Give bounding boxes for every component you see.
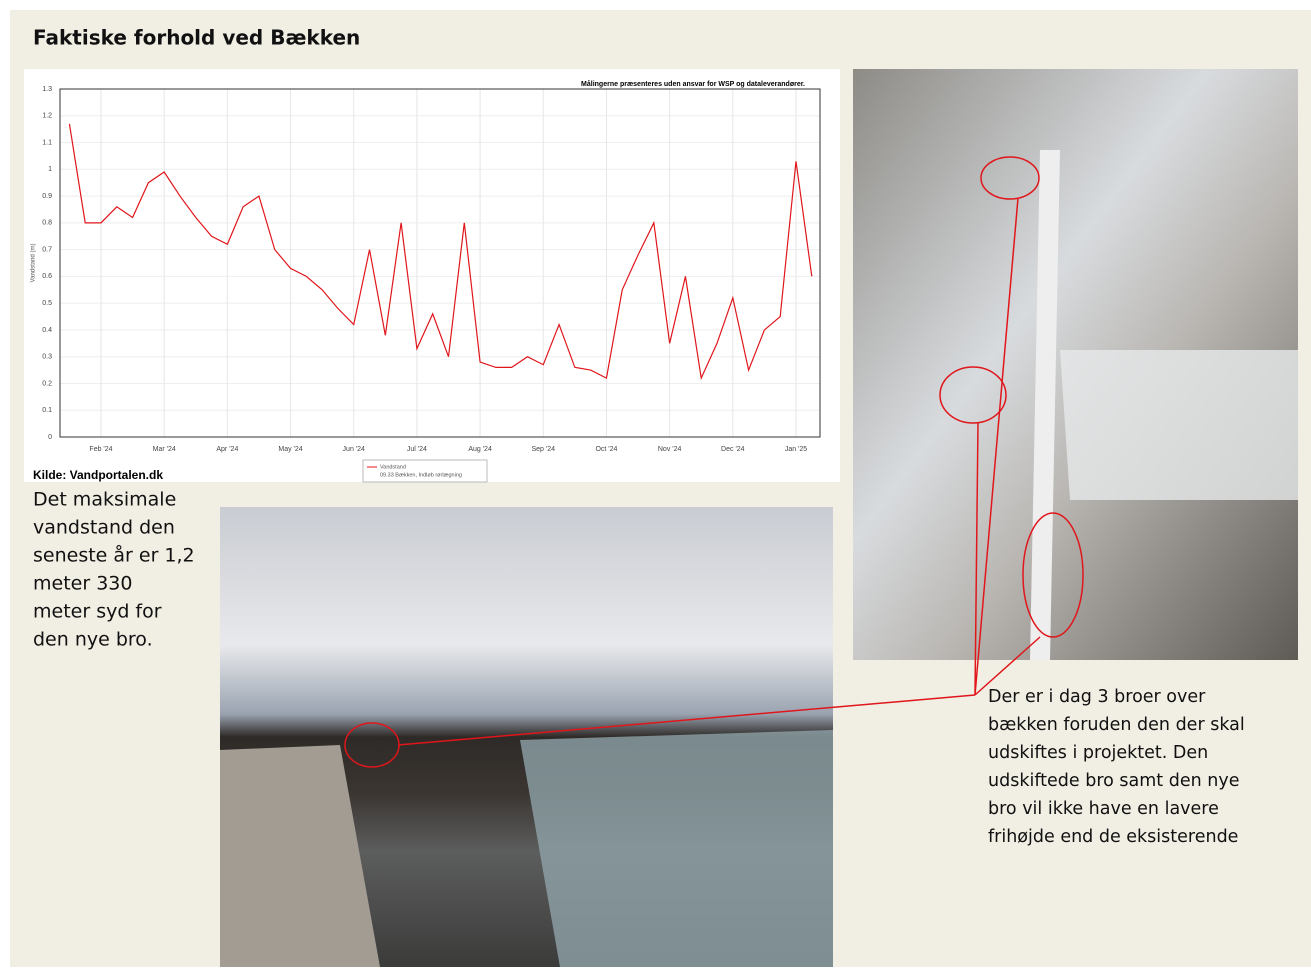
y-axis-label: Vandstand (m) xyxy=(31,244,37,283)
y-tick-label: 0.1 xyxy=(42,407,52,414)
y-tick-label: 1.2 xyxy=(42,113,52,120)
text-line: bro vil ikke have en lavere xyxy=(988,799,1219,819)
x-tick-label: Oct '24 xyxy=(595,446,617,453)
text-line: bækken foruden den der skal xyxy=(988,715,1245,735)
y-tick-label: 0.8 xyxy=(42,220,52,227)
legend-box xyxy=(363,460,487,482)
y-tick-label: 1 xyxy=(48,166,52,173)
text-line: seneste år er 1,2 xyxy=(33,544,195,567)
x-tick-label: May '24 xyxy=(278,446,302,453)
text-line: meter syd for xyxy=(33,601,162,623)
x-tick-label: Jul '24 xyxy=(407,446,427,453)
y-tick-label: 1.1 xyxy=(42,139,52,146)
y-tick-label: 0 xyxy=(48,434,52,441)
y-tick-label: 0.4 xyxy=(42,327,52,334)
chart-note: Målingerne præsenteres uden ansvar for W… xyxy=(581,80,805,88)
y-tick-label: 0.7 xyxy=(42,246,52,253)
x-tick-label: Aug '24 xyxy=(468,446,492,453)
source: Kilde: Vandportalen.dk xyxy=(33,468,163,482)
text-line: meter 330 xyxy=(33,573,132,595)
y-tick-label: 0.5 xyxy=(42,300,52,307)
x-tick-label: Nov '24 xyxy=(658,446,682,453)
text-line: Der er i dag 3 broer over xyxy=(988,687,1206,707)
x-tick-label: Mar '24 xyxy=(153,446,176,453)
slide-title: Faktiske forhold ved Bækken xyxy=(33,26,360,50)
chart-background xyxy=(24,69,840,482)
text-line: udskiftede bro samt den nye xyxy=(988,771,1239,791)
y-tick-label: 0.2 xyxy=(42,380,52,387)
text-line: den nye bro. xyxy=(33,629,153,651)
y-tick-label: 0.9 xyxy=(42,193,52,200)
x-tick-label: Sep '24 xyxy=(532,446,556,453)
text-line: Det maksimale xyxy=(33,489,176,511)
frozen-lake xyxy=(520,730,833,967)
x-tick-label: Feb '24 xyxy=(89,446,112,453)
x-tick-label: Jun '24 xyxy=(343,446,365,453)
y-tick-label: 0.3 xyxy=(42,354,52,361)
slide: Faktiske forhold ved Bækken Målingerne p… xyxy=(0,0,1311,967)
x-tick-label: Apr '24 xyxy=(216,446,238,453)
legend-subtitle: 09.33 Bækken, Indløb rørlægning xyxy=(380,472,462,478)
text-line: vandstand den xyxy=(33,517,175,539)
y-tick-label: 1.3 xyxy=(42,86,52,93)
x-tick-label: Jan '25 xyxy=(785,446,807,453)
x-tick-label: Dec '24 xyxy=(721,446,745,453)
houses xyxy=(1060,350,1298,500)
legend-entry: Vandstand xyxy=(380,464,406,470)
text-line: frihøjde end de eksisterende xyxy=(988,827,1238,847)
text-line: udskiftes i projektet. Den xyxy=(988,743,1208,763)
y-tick-label: 0.6 xyxy=(42,273,52,280)
